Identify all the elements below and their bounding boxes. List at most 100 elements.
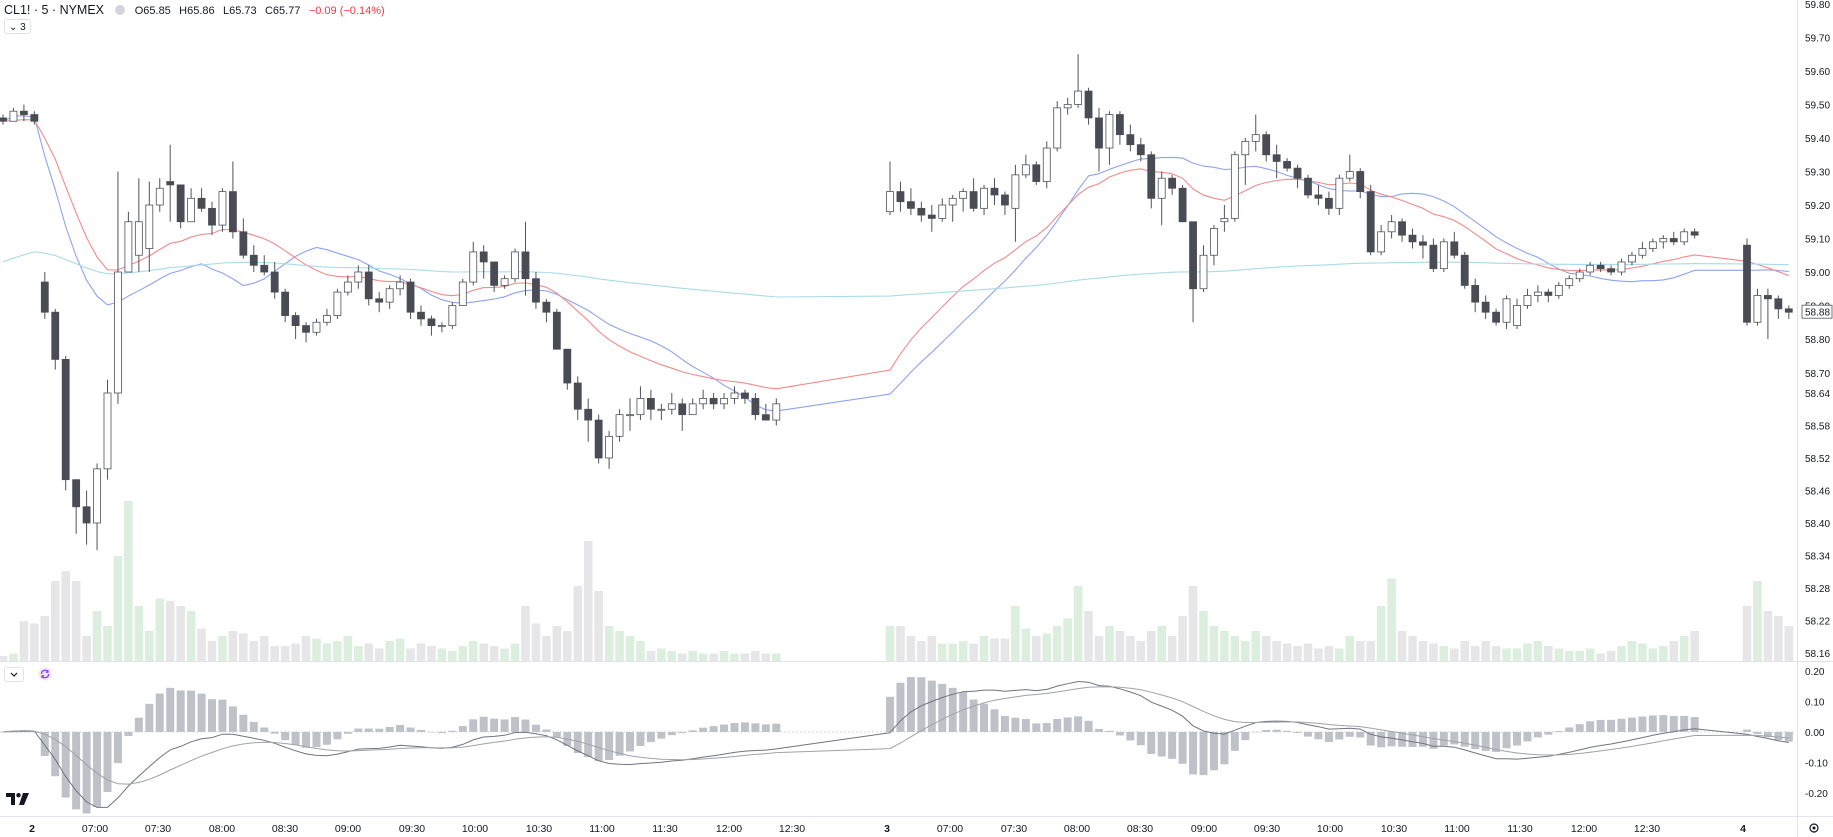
candle-body: [1565, 278, 1574, 286]
symbol-title[interactable]: CL1! · 5 · NYMEX: [4, 3, 105, 17]
price-axis-label: 59.10: [1805, 235, 1830, 246]
volume-bar: [1261, 636, 1271, 661]
price-axis-label: 58.22: [1805, 617, 1830, 628]
macd-histogram-bar: [1586, 721, 1595, 732]
macd-pane-collapse-button[interactable]: [4, 667, 24, 682]
macd-histogram-bar: [166, 687, 175, 732]
candle-body: [605, 435, 613, 459]
macd-histogram-bar: [1513, 731, 1521, 746]
volume-bar: [176, 606, 185, 661]
macd-histogram-bar: [218, 699, 227, 732]
candle-body: [1523, 295, 1532, 306]
candle-body: [437, 325, 446, 328]
macd-histogram-bar: [886, 696, 894, 732]
candle-body: [1189, 221, 1197, 290]
volume-bar: [1355, 641, 1365, 661]
price-axis-label: 58.28: [1805, 584, 1830, 595]
candle-body: [1147, 154, 1156, 199]
macd-histogram-bar: [1460, 731, 1469, 747]
volume-bar: [958, 641, 968, 661]
open-value: O65.85: [134, 5, 171, 17]
candle-body: [959, 191, 968, 199]
candle-body: [938, 204, 947, 219]
macd-histogram-bar: [1115, 731, 1124, 736]
macd-histogram-bar: [573, 731, 582, 754]
volume-bar: [270, 646, 279, 661]
time-axis-label: 12:00: [1571, 823, 1597, 835]
volume-bar: [165, 601, 175, 661]
price-axis-label: 59.70: [1805, 34, 1830, 45]
macd-histogram-bar: [636, 731, 645, 746]
candle-body: [699, 398, 708, 405]
volume-bar: [1470, 646, 1480, 661]
macd-histogram-bar: [1126, 731, 1135, 741]
candle-body: [1669, 238, 1678, 243]
candle-body: [51, 311, 60, 360]
volume-bar: [468, 641, 478, 661]
volume-bar: [1533, 641, 1543, 661]
volume-bar: [1460, 641, 1470, 661]
price-axis-label: 58.58: [1805, 422, 1830, 433]
candle-body: [1283, 161, 1291, 169]
candle-body: [500, 278, 509, 286]
candle-body: [291, 315, 300, 326]
sync-icon[interactable]: [38, 667, 52, 681]
volume-bar: [521, 606, 530, 661]
macd-histogram-bar: [1283, 730, 1292, 732]
macd-histogram-bar: [1209, 731, 1218, 771]
macd-histogram-bar: [1000, 715, 1009, 732]
gear-icon[interactable]: [1808, 822, 1820, 834]
candle-body: [176, 184, 185, 223]
candle-body: [615, 414, 624, 437]
candle-body: [72, 479, 81, 508]
volume-bar: [322, 643, 332, 661]
candle-body: [469, 251, 478, 283]
macd-histogram-bar: [1481, 731, 1490, 751]
candle-body: [239, 231, 248, 256]
volume-bar: [667, 651, 677, 661]
volume-bar: [1251, 631, 1261, 661]
macd-histogram-bar: [626, 731, 634, 752]
volume-bar: [186, 611, 196, 661]
sma-fast-line: [2, 115, 1789, 412]
macd-histogram-bar: [1053, 718, 1062, 732]
macd-histogram-bar: [1168, 731, 1177, 759]
volume-bar: [1679, 636, 1689, 661]
macd-histogram-bar: [260, 727, 269, 732]
volume-bar: [479, 643, 488, 661]
volume-bar: [354, 646, 363, 661]
time-axis-label: 12:00: [716, 823, 742, 835]
macd-histogram-bar: [72, 731, 81, 810]
candle-body: [1032, 164, 1041, 182]
macd-histogram-bar: [93, 731, 102, 807]
macd-histogram-bar: [1418, 731, 1427, 747]
macd-histogram-bar: [1533, 731, 1542, 738]
volume-bar: [333, 641, 342, 661]
tradingview-logo-icon[interactable]: [6, 793, 30, 805]
candle-body: [1481, 301, 1490, 313]
macd-histogram-bar: [1669, 715, 1678, 732]
volume-bar: [1784, 626, 1794, 661]
candle-body: [1199, 254, 1208, 290]
macd-histogram-bar: [615, 731, 624, 756]
macd-histogram-bar: [51, 731, 60, 777]
candle-body: [406, 281, 415, 313]
macd-histogram-bar: [1356, 731, 1365, 738]
price-axis-label: 58.52: [1805, 454, 1830, 465]
volume-bar: [374, 648, 384, 661]
volume-bar: [1774, 616, 1783, 661]
macd-histogram-bar: [208, 699, 216, 732]
volume-bar: [979, 636, 989, 661]
candle-body: [82, 506, 91, 524]
candle-body: [927, 214, 936, 219]
price-axis-label: 59.80: [1805, 0, 1830, 11]
macd-histogram-bar: [176, 690, 185, 732]
volume-bar: [719, 651, 729, 661]
volume-bar: [416, 643, 426, 661]
macd-histogram-bar: [375, 728, 384, 732]
volume-bar: [1742, 606, 1752, 661]
indicators-collapse-button[interactable]: ⌄ 3: [4, 19, 31, 34]
candle-body: [730, 392, 739, 399]
macd-histogram-bar: [187, 690, 196, 732]
